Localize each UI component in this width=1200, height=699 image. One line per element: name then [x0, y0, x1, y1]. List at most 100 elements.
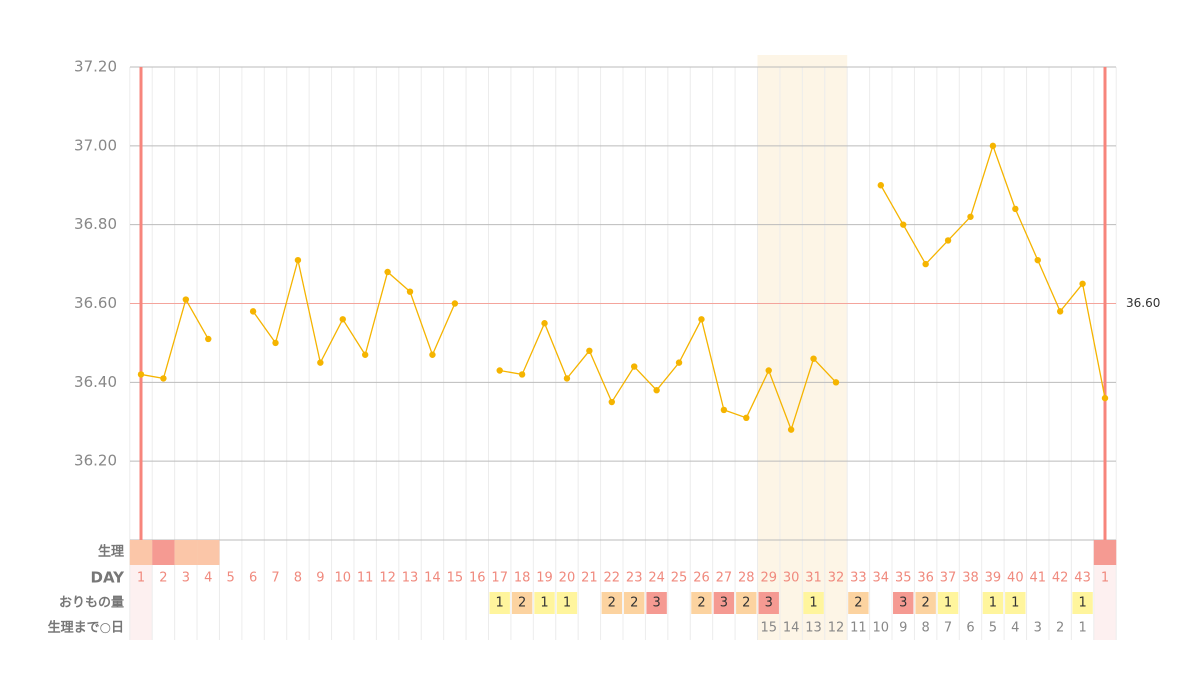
period-column	[129, 565, 153, 640]
discharge-label: 3	[652, 596, 660, 611]
discharge-cell	[691, 592, 712, 614]
temperature-line	[252, 259, 456, 365]
day-label: 24	[648, 571, 665, 586]
discharge-cell	[848, 592, 869, 614]
countdown-label: 4	[1011, 621, 1019, 636]
temperature-point	[384, 268, 391, 276]
discharge-cell	[534, 592, 555, 614]
discharge-cell	[1072, 592, 1093, 614]
day-label: 34	[873, 571, 890, 586]
temperature-point	[900, 221, 907, 228]
discharge-label: 1	[944, 596, 952, 611]
temperature-point	[765, 367, 772, 374]
temperature-point	[743, 414, 750, 422]
countdown-label: 3	[1034, 621, 1042, 636]
temperature-point	[496, 367, 503, 374]
day-label: 36	[917, 571, 934, 586]
temperature-point	[675, 359, 683, 366]
period-cell	[1093, 540, 1117, 565]
discharge-label: 2	[518, 596, 526, 611]
discharge-label: 1	[563, 596, 571, 611]
day-label: 35	[895, 571, 912, 586]
discharge-label: 3	[899, 596, 907, 611]
discharge-cell	[803, 592, 824, 614]
day-label: 31	[805, 571, 822, 586]
temperature-point	[518, 371, 526, 378]
day-label: 9	[316, 571, 324, 586]
discharge-label: 2	[922, 596, 930, 611]
day-label: 21	[581, 571, 598, 586]
discharge-cell	[511, 592, 533, 614]
y-tick-label: 37.20	[74, 58, 117, 76]
discharge-cell	[982, 592, 1004, 614]
discharge-label: 2	[697, 596, 705, 611]
temperature-point	[451, 300, 459, 307]
countdown-label: 14	[783, 621, 800, 636]
temperature-point	[339, 316, 346, 323]
day-label: 3	[182, 571, 190, 586]
discharge-label: 2	[854, 596, 862, 611]
temperature-point	[586, 347, 593, 354]
temperature-point	[653, 387, 660, 394]
temperature-point	[160, 375, 167, 382]
discharge-label: 2	[630, 596, 638, 611]
day-label: 20	[559, 571, 576, 586]
day-label: 43	[1074, 571, 1091, 586]
countdown-label: 5	[989, 621, 997, 636]
temperature-point	[361, 351, 369, 358]
day-label: 26	[693, 571, 710, 586]
day-label: 15	[447, 571, 464, 586]
period-cell	[174, 540, 198, 565]
day-label: 40	[1007, 571, 1024, 586]
temperature-line	[499, 317, 837, 432]
temperature-point	[608, 398, 615, 406]
temperature-point	[249, 308, 257, 315]
discharge-cell	[646, 592, 667, 614]
period-cell	[152, 540, 175, 565]
discharge-cell	[601, 592, 622, 614]
day-label: 13	[402, 571, 419, 586]
discharge-cell	[893, 592, 914, 614]
period-cell	[129, 540, 153, 565]
temperature-point	[429, 351, 436, 358]
temperature-point	[294, 256, 302, 264]
row-label: 生理	[98, 544, 124, 560]
temperature-point	[541, 320, 548, 327]
day-label: 39	[985, 571, 1002, 586]
discharge-cell	[758, 592, 779, 614]
day-label: 8	[294, 571, 302, 586]
temperature-point	[720, 406, 728, 414]
day-label: 29	[760, 571, 777, 586]
discharge-label: 1	[989, 596, 997, 611]
day-label: 17	[491, 571, 508, 586]
temperature-point	[182, 296, 190, 303]
day-label: 12	[379, 571, 396, 586]
day-label: 28	[738, 571, 755, 586]
day-label: 7	[271, 571, 279, 586]
temperature-point	[967, 213, 974, 220]
temperature-point	[944, 237, 952, 244]
y-tick-label: 36.80	[74, 215, 117, 233]
discharge-label: 1	[540, 596, 548, 611]
temperature-point	[1012, 205, 1019, 213]
countdown-label: 10	[873, 621, 890, 636]
temperature-point	[922, 260, 929, 268]
discharge-label: 1	[809, 596, 817, 611]
temperature-point	[137, 371, 145, 378]
discharge-cell	[624, 592, 645, 614]
temperature-point	[877, 182, 885, 189]
countdown-label: 12	[828, 621, 845, 636]
discharge-label: 2	[742, 596, 750, 611]
day-label: 30	[783, 571, 800, 586]
temperature-point	[406, 288, 414, 295]
day-label: 2	[159, 571, 167, 586]
y-tick-label: 36.40	[74, 373, 117, 391]
day-label: 16	[469, 571, 486, 586]
day-label: 22	[604, 571, 621, 586]
discharge-cell	[713, 592, 735, 614]
temperature-point	[631, 363, 638, 370]
discharge-cell	[1005, 592, 1026, 614]
y-tick-label: 37.00	[74, 136, 117, 154]
temperature-line	[140, 297, 209, 380]
temperature-point	[698, 316, 705, 323]
